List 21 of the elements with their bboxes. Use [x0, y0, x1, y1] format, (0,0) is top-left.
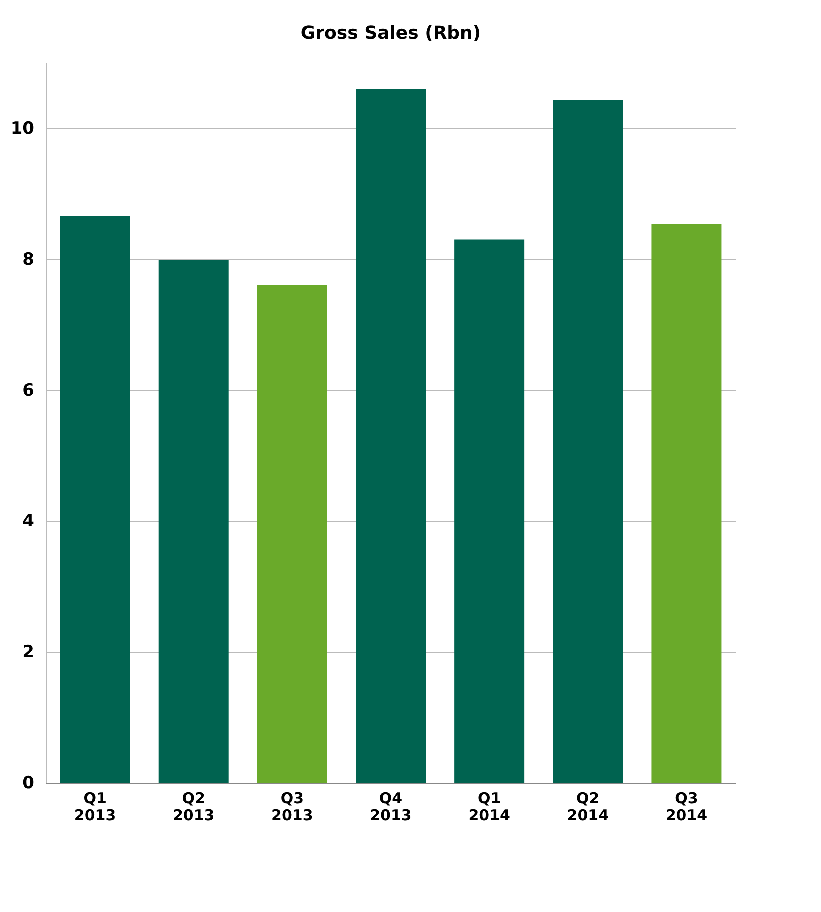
y-tick-label: 0 — [22, 774, 35, 794]
y-tick-label: 6 — [22, 380, 34, 401]
bar — [553, 100, 624, 783]
y-tick-label: 4 — [22, 512, 35, 532]
x-tick-label: Q2 2013 — [172, 790, 215, 824]
bar — [356, 89, 426, 783]
x-tick-label: Q2 2014 — [567, 790, 610, 824]
bar — [652, 224, 722, 783]
x-tick-label: Q4 2013 — [370, 790, 412, 824]
bar — [454, 240, 525, 783]
bar — [60, 216, 130, 783]
bar — [158, 260, 229, 783]
y-tick-label: 8 — [22, 250, 34, 270]
chart-title: Gross Sales (Rbn) — [300, 23, 482, 44]
y-tick-label: 2 — [22, 642, 34, 663]
x-tick-label: Q1 2014 — [468, 790, 510, 824]
bar — [257, 286, 328, 783]
x-tick-label: Q3 2013 — [272, 790, 314, 824]
x-tick-label: Q3 2014 — [666, 790, 708, 824]
y-tick-label: 10 — [10, 118, 35, 139]
x-tick-label: Q1 2013 — [74, 790, 116, 824]
